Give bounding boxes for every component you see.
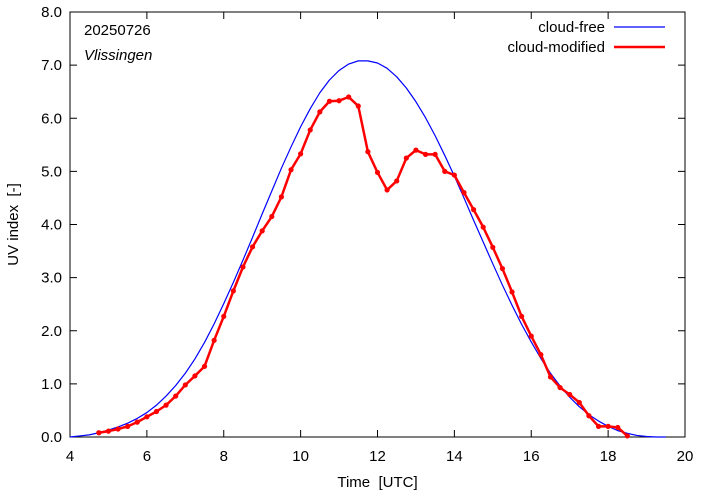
data-point-cloud-modified xyxy=(365,149,371,155)
data-point-cloud-modified xyxy=(557,384,563,391)
series-line-cloud-modified xyxy=(98,95,629,437)
x-tick-label: 4 xyxy=(66,448,74,465)
date-annotation: 20250726 xyxy=(84,22,151,39)
data-point-cloud-modified xyxy=(240,264,246,270)
data-point-cloud-modified xyxy=(201,363,208,369)
data-point-cloud-modified xyxy=(576,399,582,406)
data-point-cloud-modified xyxy=(615,424,621,431)
data-point-cloud-modified xyxy=(490,244,496,250)
plot-frame xyxy=(69,11,686,438)
data-point-cloud-modified xyxy=(346,94,352,100)
data-point-cloud-modified xyxy=(153,408,160,415)
y-tick-label: 3.0 xyxy=(41,270,62,287)
legend-label-cloud-modified: cloud-modified xyxy=(507,39,605,56)
data-point-cloud-modified xyxy=(374,169,381,176)
data-point-cloud-modified xyxy=(413,147,419,153)
data-point-cloud-modified xyxy=(355,103,361,109)
data-point-cloud-modified xyxy=(307,127,313,133)
data-point-cloud-modified xyxy=(538,352,544,358)
legend-label-cloud-free: cloud-free xyxy=(538,19,605,36)
data-point-cloud-modified xyxy=(317,109,323,115)
location-annotation: Vlissingen xyxy=(84,47,152,64)
data-point-cloud-modified xyxy=(144,414,150,420)
y-tick-label: 6.0 xyxy=(41,110,62,127)
data-point-cloud-modified xyxy=(567,391,573,398)
data-point-cloud-modified xyxy=(624,433,630,439)
data-point-cloud-modified xyxy=(173,393,179,399)
data-point-cloud-modified xyxy=(461,190,467,196)
x-tick-label: 6 xyxy=(143,448,151,465)
axis-ticks xyxy=(69,11,686,438)
legend: cloud-free cloud-modified xyxy=(507,19,665,56)
series-layer xyxy=(69,60,666,439)
data-point-cloud-modified xyxy=(278,194,285,200)
x-tick-label: 20 xyxy=(677,448,694,465)
x-tick-label: 12 xyxy=(369,448,386,465)
data-point-cloud-modified xyxy=(249,244,256,250)
y-tick-label: 1.0 xyxy=(41,376,62,393)
data-point-cloud-modified xyxy=(298,151,304,157)
data-point-cloud-modified xyxy=(509,289,515,295)
x-tick-label: 8 xyxy=(220,448,228,465)
y-tick-label: 0.0 xyxy=(41,429,62,446)
y-tick-label: 7.0 xyxy=(41,57,62,74)
x-tick-label: 18 xyxy=(600,448,617,465)
data-point-cloud-modified xyxy=(326,98,333,104)
data-point-cloud-modified xyxy=(394,178,400,184)
data-point-cloud-modified xyxy=(230,288,236,294)
tick-labels: 4 6 8 10 12 14 16 18 20 0.0 1.0 2.0 3.0 4.0 5.0 6.0 7.0 8… xyxy=(41,4,693,465)
data-point-cloud-modified xyxy=(105,428,112,434)
data-point-cloud-modified xyxy=(134,419,140,425)
data-point-cloud-modified xyxy=(595,423,602,429)
y-tick-label: 4.0 xyxy=(41,217,62,234)
series-line-cloud-free xyxy=(69,60,666,438)
data-point-cloud-modified xyxy=(288,167,294,173)
x-axis-title: Time [UTC] xyxy=(337,474,417,491)
data-point-cloud-modified xyxy=(528,333,534,339)
data-point-cloud-modified xyxy=(192,373,198,379)
y-tick-label: 5.0 xyxy=(41,163,62,180)
data-point-cloud-modified xyxy=(125,423,131,429)
y-tick-label: 8.0 xyxy=(41,4,62,21)
x-tick-label: 16 xyxy=(523,448,540,465)
data-point-cloud-modified xyxy=(221,313,227,320)
data-point-cloud-modified xyxy=(451,172,457,178)
data-point-cloud-modified xyxy=(96,430,102,436)
data-point-cloud-modified xyxy=(269,213,275,220)
x-tick-label: 10 xyxy=(292,448,309,465)
data-point-cloud-modified xyxy=(211,337,217,343)
x-tick-label: 14 xyxy=(446,448,463,465)
data-point-cloud-modified xyxy=(519,313,525,320)
data-point-cloud-modified xyxy=(547,374,554,380)
data-point-cloud-modified xyxy=(403,155,409,161)
data-point-cloud-modified xyxy=(586,413,592,419)
data-point-cloud-modified xyxy=(115,426,121,432)
y-tick-label: 2.0 xyxy=(41,323,62,340)
data-point-cloud-modified xyxy=(442,168,448,174)
data-point-cloud-modified xyxy=(259,228,265,234)
data-point-cloud-modified xyxy=(336,98,342,104)
data-point-cloud-modified xyxy=(499,265,506,272)
data-point-cloud-modified xyxy=(163,402,169,408)
y-axis-title: UV index [-] xyxy=(5,183,22,266)
data-point-cloud-modified xyxy=(384,187,390,193)
data-point-cloud-modified xyxy=(480,224,486,230)
data-point-cloud-modified xyxy=(422,151,429,157)
data-point-cloud-modified xyxy=(470,207,477,213)
data-point-cloud-modified xyxy=(182,382,188,388)
data-point-cloud-modified xyxy=(432,151,438,157)
data-point-cloud-modified xyxy=(605,423,611,429)
